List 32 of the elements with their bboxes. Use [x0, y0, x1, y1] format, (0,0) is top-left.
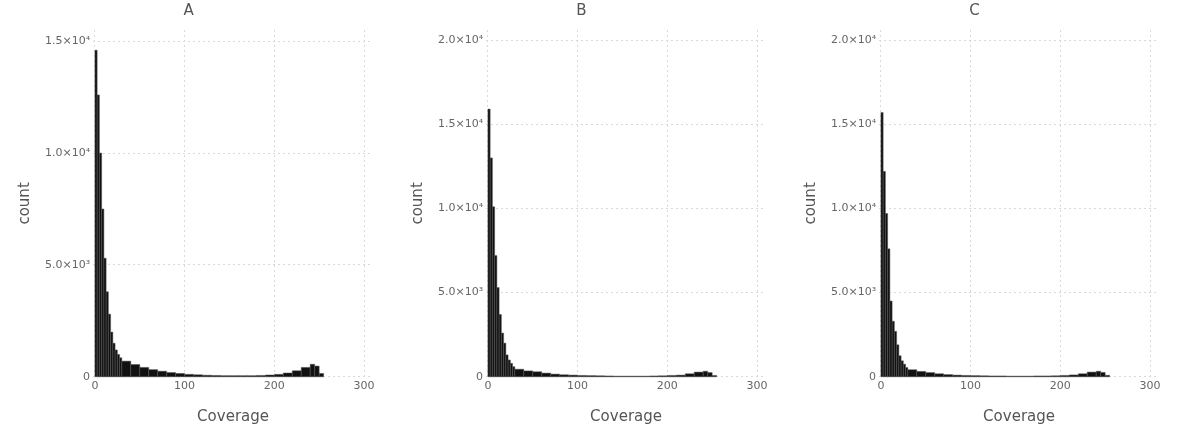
x-tick-label: 100: [174, 379, 196, 393]
x-tick-label: 200: [656, 379, 678, 393]
y-tick-label: 2.0×10⁴: [830, 32, 877, 46]
x-tick-label: 200: [263, 379, 285, 393]
y-axis-title: count: [800, 182, 819, 225]
y-tick-label: 1.0×10⁴: [830, 201, 877, 215]
y-tick-label: 1.5×10⁴: [437, 117, 484, 131]
x-tick-label: 300: [746, 379, 768, 393]
y-tick-label: 1.0×10⁴: [437, 201, 484, 215]
y-tick-label: 0: [476, 369, 484, 383]
x-tick-label: 300: [1139, 379, 1161, 393]
y-tick-label: 5.0×10³: [44, 257, 91, 271]
x-axis-title: Coverage: [983, 406, 1055, 425]
chart-title: B: [576, 0, 587, 19]
y-tick-label: 0: [869, 369, 877, 383]
y-tick-label: 0: [83, 369, 91, 383]
y-tick-label: 5.0×10³: [830, 285, 877, 299]
x-tick-label: 200: [1049, 379, 1071, 393]
y-tick-label: 2.0×10⁴: [437, 32, 484, 46]
y-axis-title: count: [14, 182, 33, 225]
chart-title: C: [969, 0, 980, 19]
x-axis-title: Coverage: [197, 406, 269, 425]
x-tick-label: 100: [567, 379, 589, 393]
chart-title: A: [183, 0, 195, 19]
y-tick-label: 5.0×10³: [437, 285, 484, 299]
x-tick-label: 300: [353, 379, 375, 393]
y-tick-label: 1.0×10⁴: [44, 145, 91, 159]
x-axis-title: Coverage: [590, 406, 662, 425]
y-tick-label: 1.5×10⁴: [44, 34, 91, 48]
x-tick-label: 100: [960, 379, 982, 393]
y-tick-label: 1.5×10⁴: [830, 117, 877, 131]
y-axis-title: count: [407, 182, 426, 225]
